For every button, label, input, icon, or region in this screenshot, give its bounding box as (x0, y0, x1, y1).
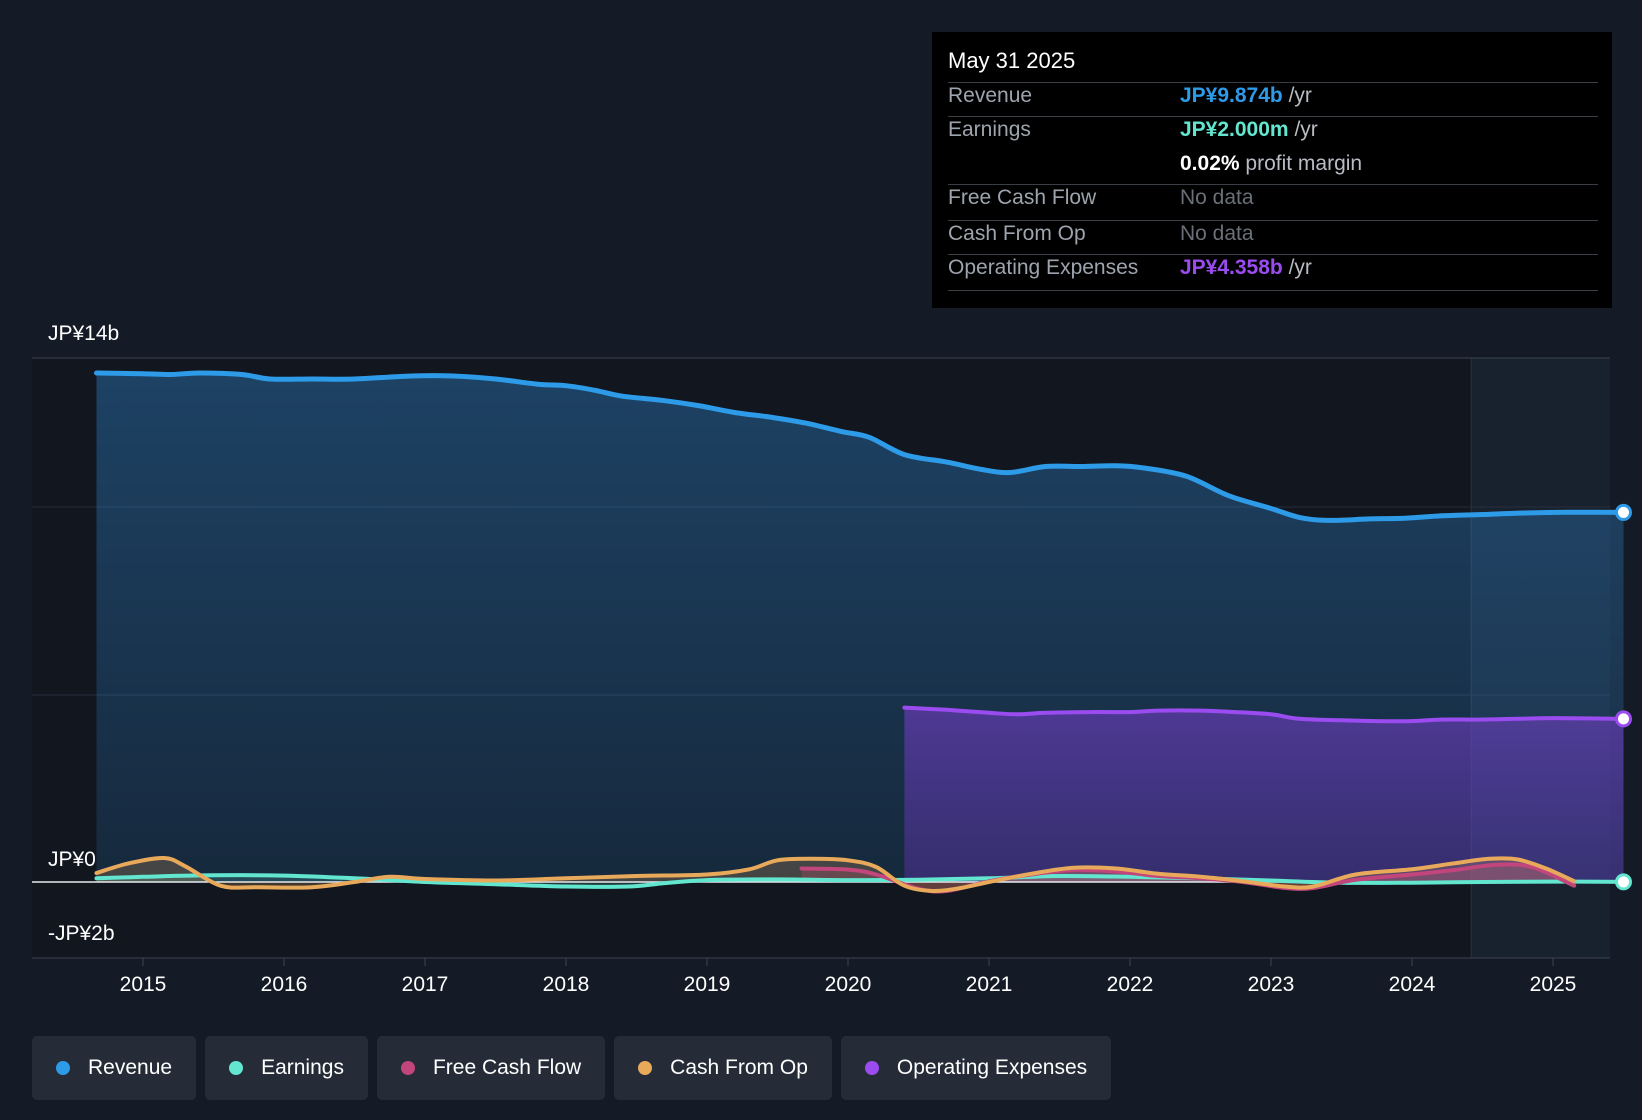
tooltip-revenue-unit: /yr (1288, 84, 1312, 107)
tooltip-separator (948, 82, 1598, 83)
x-tick-label: 2020 (825, 973, 872, 996)
tooltip-opex-unit: /yr (1288, 256, 1312, 279)
tooltip-separator (948, 116, 1598, 117)
legend-revenue[interactable]: Revenue (32, 1036, 197, 1100)
revenue-dot-icon (56, 1061, 70, 1075)
revenue-end-marker[interactable] (1615, 503, 1632, 521)
tooltip-margin-label: profit margin (1245, 152, 1363, 175)
revenue-line (94, 370, 1626, 523)
tooltip-cfo-label: Cash From Op (948, 222, 1086, 245)
earnings-end-marker[interactable] (1615, 873, 1632, 891)
tooltip-opex-label: Operating Expenses (948, 256, 1139, 279)
tooltip-margin-value: 0.02% (1180, 152, 1240, 175)
tooltip-revenue-value: JP¥9.874b (1180, 84, 1283, 107)
operating-expenses-end-marker[interactable] (1615, 710, 1632, 728)
tooltip-separator (948, 290, 1598, 291)
cash-from-op-dot-icon (638, 1061, 653, 1075)
tooltip-earnings-label: Earnings (948, 118, 1031, 141)
x-tick-label: 2017 (402, 973, 449, 996)
tooltip-earnings-unit: /yr (1294, 118, 1318, 141)
y-tick-label: JP¥0 (48, 848, 96, 871)
x-tick-label: 2019 (684, 973, 731, 996)
legend-operating-expenses[interactable]: Operating Expenses (840, 1036, 1112, 1100)
y-tick-label: -JP¥2b (48, 922, 115, 945)
tooltip-separator (948, 220, 1598, 221)
legend-revenue-label: Revenue (88, 1056, 173, 1079)
x-tick-label: 2018 (543, 973, 590, 996)
legend-earnings-label: Earnings (261, 1056, 344, 1079)
cash-from-op-line (94, 855, 1577, 894)
tooltip-earnings-value: JP¥2.000m (1180, 118, 1289, 141)
legend-cash-from-op-label: Cash From Op (670, 1056, 808, 1079)
operating-expenses-dot-icon (864, 1061, 879, 1075)
cash-from-op-area (96, 857, 1575, 892)
earnings-line (94, 873, 1626, 889)
legend-operating-expenses-label: Operating Expenses (896, 1056, 1088, 1079)
x-tick-label: 2015 (120, 973, 167, 996)
tooltip: May 31 2025 Revenue JP¥9.874b /yr Earnin… (932, 32, 1612, 308)
operating-expenses-line (902, 705, 1626, 724)
tooltip-cfo-value: No data (1180, 222, 1254, 245)
earnings-dot-icon (229, 1061, 244, 1075)
legend-free-cash-flow[interactable]: Free Cash Flow (376, 1036, 606, 1100)
tooltip-separator (948, 254, 1598, 255)
tooltip-fcf-value: No data (1180, 186, 1254, 209)
x-tick-label: 2025 (1530, 973, 1577, 996)
tooltip-separator (948, 184, 1598, 185)
x-tick-label: 2016 (261, 973, 308, 996)
legend: Revenue Earnings Free Cash Flow Cash Fro… (32, 1036, 1112, 1100)
x-tick-label: 2022 (1107, 973, 1154, 996)
x-tick-label: 2023 (1248, 973, 1295, 996)
tooltip-fcf-label: Free Cash Flow (948, 186, 1097, 209)
legend-free-cash-flow-label: Free Cash Flow (432, 1056, 582, 1079)
x-tick-label: 2024 (1389, 973, 1436, 996)
tooltip-date: May 31 2025 (948, 48, 1076, 73)
free-cash-flow-dot-icon (400, 1061, 415, 1075)
legend-earnings[interactable]: Earnings (205, 1036, 368, 1100)
y-tick-label: JP¥14b (48, 322, 119, 345)
legend-cash-from-op[interactable]: Cash From Op (614, 1036, 832, 1100)
x-tick-label: 2021 (966, 973, 1013, 996)
operating-expenses-area (904, 707, 1624, 882)
tooltip-revenue-label: Revenue (948, 84, 1033, 107)
tooltip-opex-value: JP¥4.358b (1180, 256, 1283, 279)
